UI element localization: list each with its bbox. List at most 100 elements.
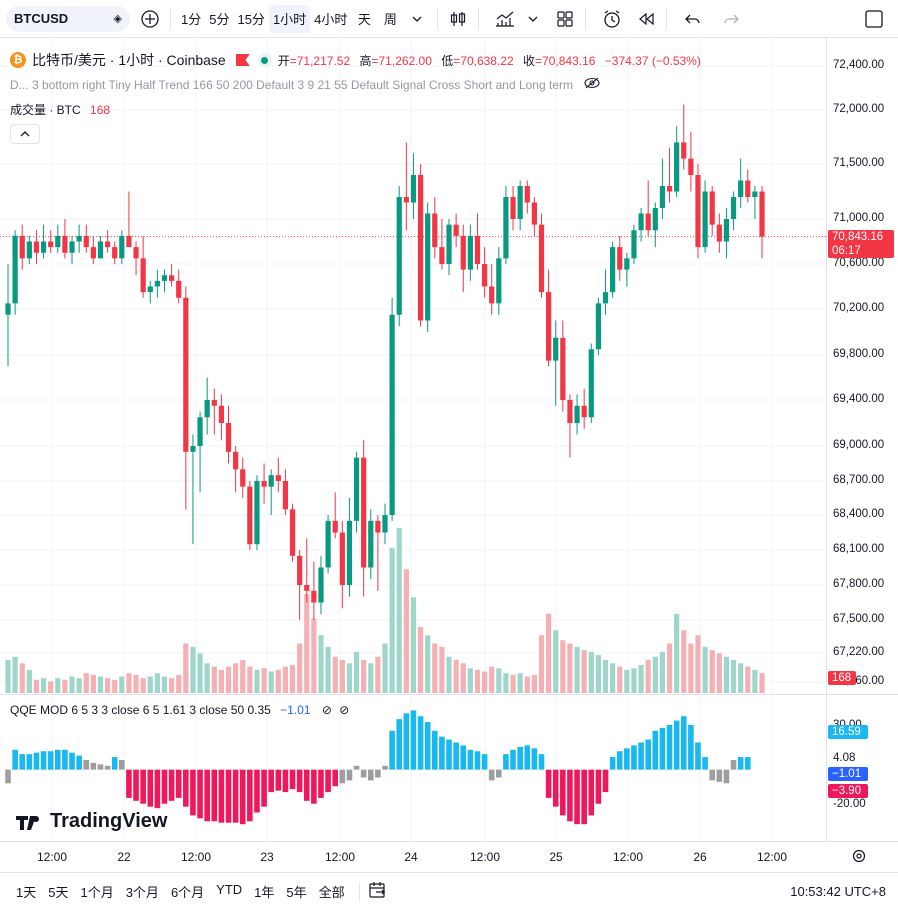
range-button[interactable]: 全部 bbox=[318, 885, 345, 900]
candle-body bbox=[560, 337, 566, 400]
candle-body bbox=[147, 286, 153, 293]
qqe-bar bbox=[723, 769, 730, 784]
candle-body bbox=[681, 142, 687, 159]
qqe-bar bbox=[140, 769, 146, 804]
volume-bar bbox=[90, 674, 96, 693]
volume-bar bbox=[446, 656, 452, 693]
range-button[interactable]: 6个月 bbox=[170, 885, 205, 900]
range-button[interactable]: 5天 bbox=[48, 885, 69, 900]
qqe-bar bbox=[524, 745, 531, 770]
volume-bar bbox=[602, 660, 609, 693]
symbol-search[interactable]: BTCUSD ◈ bbox=[6, 5, 130, 32]
candle-body bbox=[503, 197, 509, 259]
range-button[interactable]: 5年 bbox=[286, 885, 307, 900]
divider bbox=[666, 7, 668, 30]
qqe-bar bbox=[239, 769, 246, 825]
volume-bar bbox=[695, 635, 701, 693]
volume-bar bbox=[403, 569, 409, 693]
last-price: 70,843.16 bbox=[832, 231, 884, 243]
qqe-legend[interactable]: QQE MOD 6 5 3 3 close 6 5 1.61 3 close 5… bbox=[10, 703, 349, 717]
candle-body bbox=[190, 446, 196, 452]
indicator-legend[interactable]: D... 3 bottom right Tiny Half Trend 166 … bbox=[10, 77, 600, 92]
interval-button[interactable]: 1分 bbox=[181, 12, 202, 27]
compare-icon[interactable]: ◈ bbox=[113, 13, 122, 25]
qqe-bar bbox=[247, 769, 253, 822]
volume-bar bbox=[353, 651, 360, 693]
settings-icon[interactable] bbox=[852, 849, 866, 866]
candlestick-type-icon[interactable] bbox=[444, 5, 472, 33]
qqe-bar bbox=[147, 769, 154, 807]
qqe-bar bbox=[460, 745, 467, 770]
interval-button[interactable]: 天 bbox=[357, 12, 371, 27]
range-button[interactable]: 1天 bbox=[16, 885, 37, 900]
candle-body bbox=[759, 191, 765, 237]
qqe-bar bbox=[439, 736, 445, 770]
volume-bar bbox=[417, 627, 424, 693]
alert-clock-icon[interactable] bbox=[598, 5, 626, 33]
volume-legend[interactable]: 成交量 · BTC 168 bbox=[10, 101, 110, 118]
candle-body bbox=[674, 142, 680, 192]
hide-icon[interactable]: ⊘ bbox=[339, 703, 350, 717]
flag-icon[interactable] bbox=[235, 54, 250, 66]
add-symbol-icon[interactable] bbox=[136, 5, 164, 33]
time-axis[interactable]: 12:00 22 12:00 23 12:00 24 12:00 25 12:00 26 12:00 bbox=[0, 841, 898, 871]
indicators-icon[interactable] bbox=[491, 5, 519, 33]
qqe-bar bbox=[303, 769, 310, 801]
time-tick-label: 23 bbox=[260, 850, 274, 864]
qqe-bar bbox=[652, 730, 659, 770]
volume-bar bbox=[546, 613, 552, 693]
volume-bar bbox=[510, 674, 516, 693]
volume-bar bbox=[161, 676, 168, 693]
candle-body bbox=[453, 224, 459, 236]
candle-body bbox=[382, 515, 388, 533]
collapse-legend-button[interactable] bbox=[10, 124, 40, 144]
volume-bar bbox=[254, 669, 260, 693]
qqe-bar bbox=[396, 719, 403, 770]
candle-body bbox=[410, 175, 417, 203]
qqe-bar bbox=[424, 722, 431, 770]
volume-bar bbox=[339, 660, 345, 693]
candle-body bbox=[211, 400, 217, 406]
volume-value: 168 bbox=[90, 103, 111, 117]
qqe-bar bbox=[538, 754, 545, 770]
qqe-bar bbox=[62, 749, 68, 770]
interval-button[interactable]: 15分 bbox=[237, 12, 265, 27]
hide-icon[interactable]: ⊘ bbox=[321, 703, 332, 717]
tradingview-logo[interactable]: TradingView bbox=[14, 810, 167, 833]
date-range-icon[interactable] bbox=[368, 881, 388, 902]
candle-body bbox=[738, 180, 744, 197]
interval-button[interactable]: 1小时 bbox=[268, 4, 311, 33]
price-chart[interactable] bbox=[0, 38, 826, 841]
qqe-bar bbox=[332, 769, 339, 787]
candle-body bbox=[62, 235, 68, 253]
eye-hidden-icon[interactable] bbox=[584, 77, 600, 92]
range-button[interactable]: 1个月 bbox=[80, 885, 114, 900]
qqe-tick-label: 4.08 bbox=[833, 752, 856, 764]
undo-icon[interactable] bbox=[679, 5, 707, 33]
volume-bar bbox=[588, 651, 594, 693]
clock[interactable]: 10:53:42 UTC+8 bbox=[790, 884, 886, 899]
candle-body bbox=[254, 481, 260, 545]
interval-button[interactable]: 4小时 bbox=[314, 12, 348, 27]
range-button[interactable]: 3个月 bbox=[125, 885, 159, 900]
range-button[interactable]: 1年 bbox=[254, 885, 275, 900]
fullscreen-icon[interactable] bbox=[860, 5, 888, 33]
range-button[interactable]: YTD bbox=[216, 882, 243, 897]
interval-button[interactable]: 周 bbox=[383, 12, 397, 27]
qqe-bar bbox=[688, 724, 694, 770]
candle-body bbox=[19, 235, 25, 259]
candle-body bbox=[474, 235, 481, 264]
volume-bar bbox=[624, 669, 630, 693]
interval-button[interactable]: 5分 bbox=[209, 12, 230, 27]
chevron-down-icon[interactable] bbox=[403, 5, 431, 33]
time-tick-label: 26 bbox=[693, 850, 707, 864]
price-axis[interactable]: 72,400.00 72,000.00 71,500.00 71,000.00 70,6… bbox=[826, 38, 898, 841]
pane-separator[interactable] bbox=[0, 694, 898, 695]
redo-icon[interactable] bbox=[717, 5, 745, 33]
candle-body bbox=[5, 303, 11, 315]
close-value: =70,843.16 bbox=[535, 53, 596, 68]
chevron-down-icon[interactable] bbox=[519, 5, 547, 33]
replay-icon[interactable] bbox=[632, 5, 660, 33]
layout-grid-icon[interactable] bbox=[551, 5, 579, 33]
bar-countdown: 06:17 bbox=[832, 245, 861, 257]
